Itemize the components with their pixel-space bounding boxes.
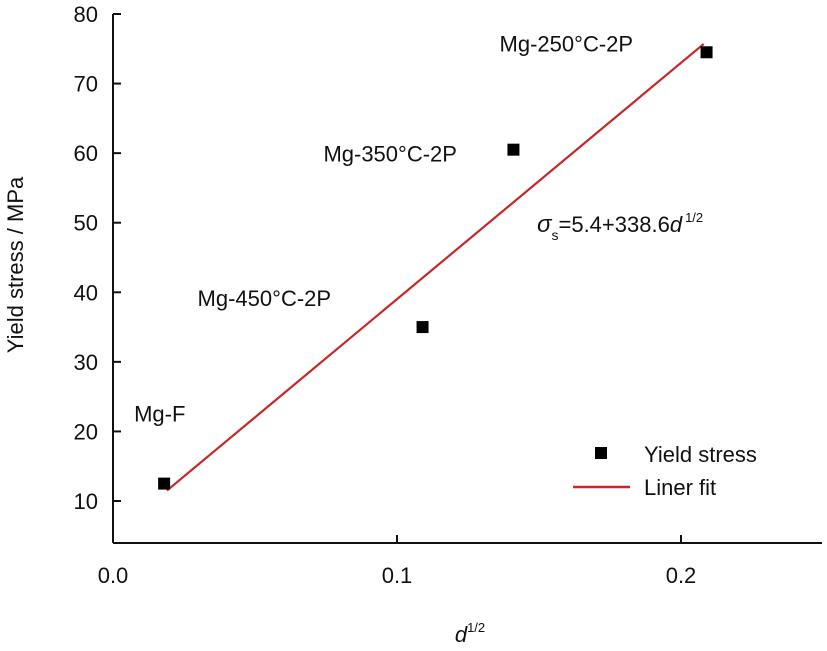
x-tick-label-0.2: 0.2 xyxy=(666,563,697,588)
point-label-1: Mg-F xyxy=(134,402,185,427)
data-points xyxy=(158,46,713,490)
x-ticks: 0.0 0.1 0.2 xyxy=(98,535,697,588)
fit-line xyxy=(166,43,705,492)
y-tick-label-70: 70 xyxy=(74,72,98,97)
point-label-2: Mg-450°C-2P xyxy=(198,286,332,311)
point-label-3: Mg-350°C-2P xyxy=(323,142,457,167)
legend-marker-yield-stress xyxy=(595,447,607,459)
x-tick-label-0.0: 0.0 xyxy=(98,563,129,588)
x-axis-title-d: d xyxy=(455,622,468,647)
point-label-4: Mg-250°C-2P xyxy=(500,31,634,56)
point-labels: Mg-F Mg-450°C-2P Mg-350°C-2P Mg-250°C-2P xyxy=(134,31,633,426)
data-point-3 xyxy=(507,143,520,156)
data-point-1 xyxy=(158,477,171,490)
y-tick-label-40: 40 xyxy=(74,280,98,305)
eq-body: =5.4+338.6 xyxy=(558,212,669,237)
y-tick-label-30: 30 xyxy=(74,350,98,375)
y-axis-title: Yield stress / MPa xyxy=(3,176,28,353)
x-axis-title: d1/2 xyxy=(455,620,485,647)
x-axis-title-sup: 1/2 xyxy=(467,620,485,635)
y-tick-label-60: 60 xyxy=(74,141,98,166)
fit-equation: σs=5.4+338.6d 1/2 xyxy=(537,210,703,243)
data-point-2 xyxy=(416,321,429,334)
y-tick-label-10: 10 xyxy=(74,489,98,514)
legend: Yield stress Liner fit xyxy=(573,442,757,500)
eq-sigma: σ xyxy=(537,211,553,238)
eq-sub: s xyxy=(551,227,558,243)
y-tick-label-80: 80 xyxy=(74,2,98,27)
legend-label-yield-stress: Yield stress xyxy=(644,442,757,467)
eq-sup: 1/2 xyxy=(685,210,703,225)
x-tick-label-0.1: 0.1 xyxy=(382,563,413,588)
data-point-4 xyxy=(700,46,713,59)
y-tick-label-50: 50 xyxy=(74,211,98,236)
y-ticks: 10 20 30 40 50 60 70 80 xyxy=(74,2,121,514)
y-tick-label-20: 20 xyxy=(74,419,98,444)
legend-label-liner-fit: Liner fit xyxy=(644,475,716,500)
eq-d: d xyxy=(670,212,683,237)
fit-line-group xyxy=(166,43,705,492)
